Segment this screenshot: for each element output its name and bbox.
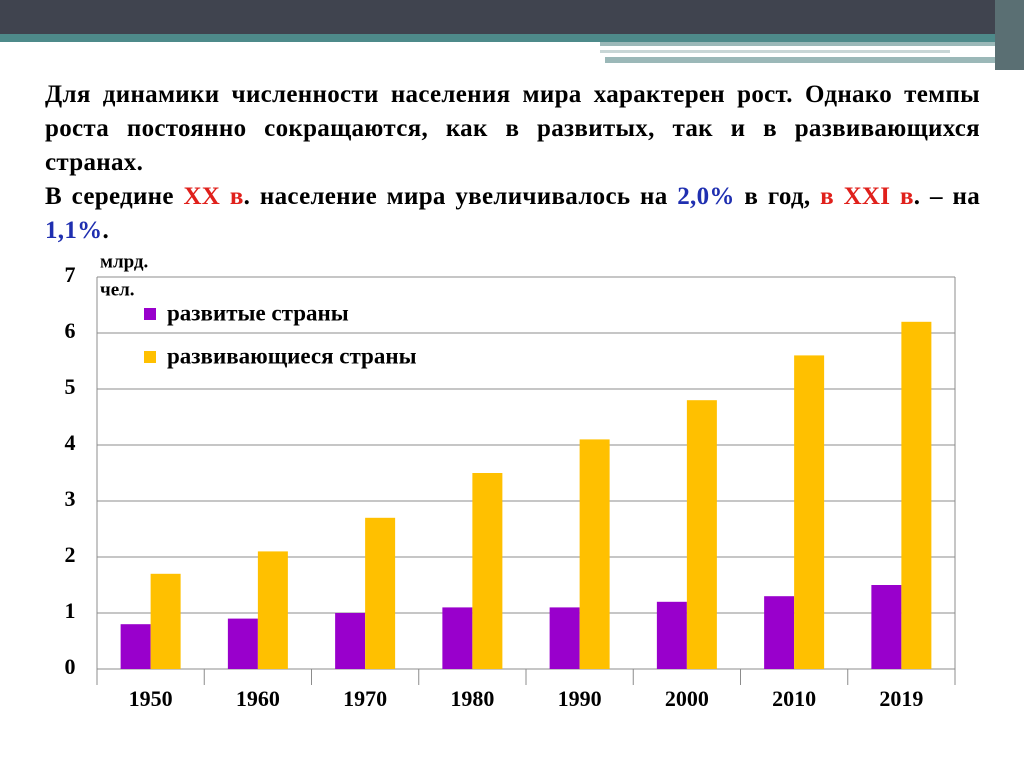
x-tick-label: 1960 <box>236 686 280 711</box>
bar <box>871 585 902 669</box>
y-tick-label: 5 <box>65 374 76 399</box>
x-tick-label: 1970 <box>343 686 387 711</box>
bar <box>150 573 181 669</box>
bar <box>227 618 258 669</box>
text-run: XX в <box>183 183 244 210</box>
bar <box>472 473 503 669</box>
x-tick-label: 1990 <box>558 686 602 711</box>
y-tick-label: 3 <box>65 486 76 511</box>
bar <box>549 607 580 669</box>
text-run: Для динамики численности населения мира … <box>45 81 980 176</box>
y-tick-label: 7 <box>65 262 76 287</box>
text-run: . – на <box>913 183 980 210</box>
text-run: 1,1% <box>45 217 103 244</box>
y-tick-label: 2 <box>65 542 76 567</box>
text-run: в XXI в <box>820 183 914 210</box>
x-tick-label: 2010 <box>772 686 816 711</box>
y-tick-label: 0 <box>65 654 76 679</box>
header-stripe <box>0 34 1000 42</box>
bar <box>579 439 610 669</box>
bar <box>365 517 396 669</box>
header-stripe <box>600 50 950 53</box>
bar <box>257 551 288 669</box>
bar <box>120 624 151 669</box>
x-tick-label: 1980 <box>450 686 494 711</box>
legend-swatch <box>144 351 156 363</box>
paragraph: В середине XX в. население мира увеличив… <box>45 180 980 248</box>
bar <box>335 613 366 669</box>
text-run: в год, <box>734 183 821 210</box>
slide-text: Для динамики численности населения мира … <box>45 78 980 248</box>
y-axis-label: чел. <box>100 279 135 300</box>
text-run: 2,0% <box>677 183 735 210</box>
y-tick-label: 4 <box>65 430 76 455</box>
header-stripe <box>600 42 1000 46</box>
bar <box>656 601 687 669</box>
bar <box>764 596 795 669</box>
x-tick-label: 1950 <box>129 686 173 711</box>
text-run: . <box>102 217 110 244</box>
x-tick-label: 2000 <box>665 686 709 711</box>
legend-label: развитые страны <box>167 300 349 325</box>
header-stripe <box>605 57 1005 63</box>
header-corner <box>995 0 1024 70</box>
y-tick-label: 1 <box>65 598 76 623</box>
bar <box>794 355 825 669</box>
legend-swatch <box>144 308 156 320</box>
text-run: В середине <box>45 183 184 210</box>
bar <box>901 321 932 669</box>
y-tick-label: 6 <box>65 318 76 343</box>
bar <box>442 607 473 669</box>
y-axis-label: млрд. <box>100 251 148 272</box>
paragraph: Для динамики численности населения мира … <box>45 78 980 180</box>
x-tick-label: 2019 <box>879 686 923 711</box>
header-band <box>0 0 1024 34</box>
bar <box>686 400 717 669</box>
text-run: . население мира увеличивалось на <box>243 183 678 210</box>
legend-label: развивающиеся страны <box>167 343 417 368</box>
